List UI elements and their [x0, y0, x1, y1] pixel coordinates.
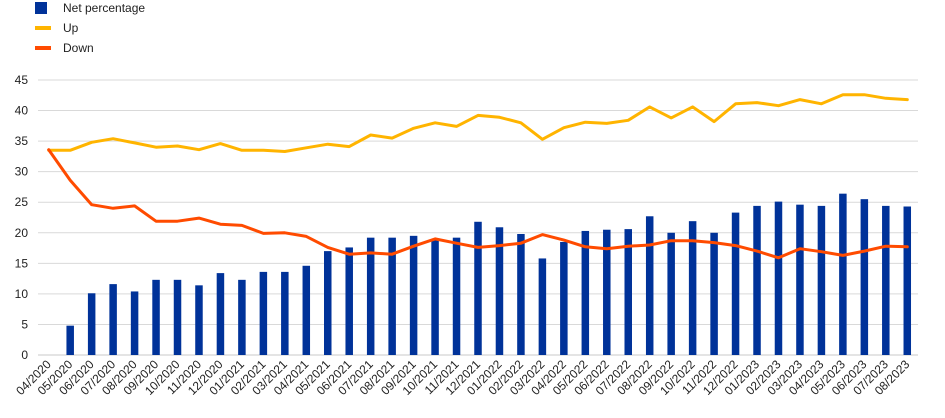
- bar-net-percentage: [817, 205, 826, 355]
- bar-net-percentage: [839, 193, 847, 355]
- bar-net-percentage: [195, 285, 203, 355]
- bar-net-percentage: [688, 221, 697, 355]
- bar-net-percentage: [173, 279, 182, 355]
- bar-net-percentage: [538, 258, 547, 355]
- bar-net-percentage: [495, 227, 504, 355]
- y-tick-label: 40: [15, 104, 29, 118]
- bar-net-percentage: [731, 212, 740, 355]
- bar-net-percentage: [431, 239, 439, 355]
- bar-net-percentage: [259, 271, 268, 355]
- bar-net-percentage: [452, 237, 461, 355]
- bar-net-percentage: [903, 206, 912, 355]
- bar-net-percentage: [474, 221, 482, 355]
- y-tick-label: 25: [15, 195, 29, 209]
- bar-net-percentage: [324, 251, 332, 355]
- bar-net-percentage: [281, 271, 289, 355]
- y-tick-label: 15: [15, 256, 29, 270]
- lines: [47, 93, 909, 260]
- bar-net-percentage: [710, 232, 718, 355]
- bar-net-percentage: [130, 291, 139, 355]
- line-up: [47, 93, 909, 153]
- bar-net-percentage: [388, 237, 396, 355]
- bar-net-percentage: [796, 204, 804, 355]
- legend: Net percentage Up Down: [35, 1, 145, 55]
- bar-net-percentage: [603, 229, 611, 355]
- y-tick-label: 20: [15, 226, 29, 240]
- bar-net-percentage: [366, 237, 375, 355]
- bar-net-percentage: [774, 201, 783, 355]
- bar-net-percentage: [345, 247, 353, 355]
- bar-net-percentage: [238, 279, 246, 355]
- bar-net-percentage: [560, 241, 568, 355]
- legend-swatch-net-percentage: [35, 2, 47, 14]
- bar-net-percentage: [882, 205, 890, 355]
- bars: [66, 193, 912, 355]
- bar-net-percentage: [66, 325, 74, 355]
- y-tick-label: 5: [21, 317, 28, 331]
- y-tick-label: 30: [15, 165, 29, 179]
- x-axis: 04/202005/202006/202007/202008/202009/20…: [13, 357, 912, 398]
- bar-net-percentage: [645, 216, 654, 355]
- y-tick-label: 45: [15, 73, 29, 87]
- legend-label-up: Up: [63, 21, 79, 35]
- bar-net-percentage: [152, 279, 160, 355]
- bar-net-percentage: [409, 235, 418, 355]
- bar-net-percentage: [667, 232, 675, 355]
- line-down: [47, 148, 909, 260]
- bar-net-percentage: [517, 234, 525, 355]
- y-axis: 0 5 10 15 20 25 30 35 40 45: [15, 73, 29, 362]
- y-tick-label: 0: [21, 348, 28, 362]
- bar-net-percentage: [302, 265, 311, 355]
- bar-net-percentage: [860, 199, 869, 355]
- y-tick-label: 10: [15, 287, 29, 301]
- bar-net-percentage: [581, 230, 590, 355]
- y-tick-label: 35: [15, 134, 29, 148]
- bar-net-percentage: [216, 273, 225, 355]
- bar-net-percentage: [109, 284, 117, 355]
- bar-net-percentage: [753, 205, 761, 355]
- bar-net-percentage: [87, 293, 96, 355]
- legend-label-down: Down: [63, 41, 94, 55]
- bar-net-percentage: [624, 229, 632, 355]
- legend-label-net-percentage: Net percentage: [63, 1, 145, 15]
